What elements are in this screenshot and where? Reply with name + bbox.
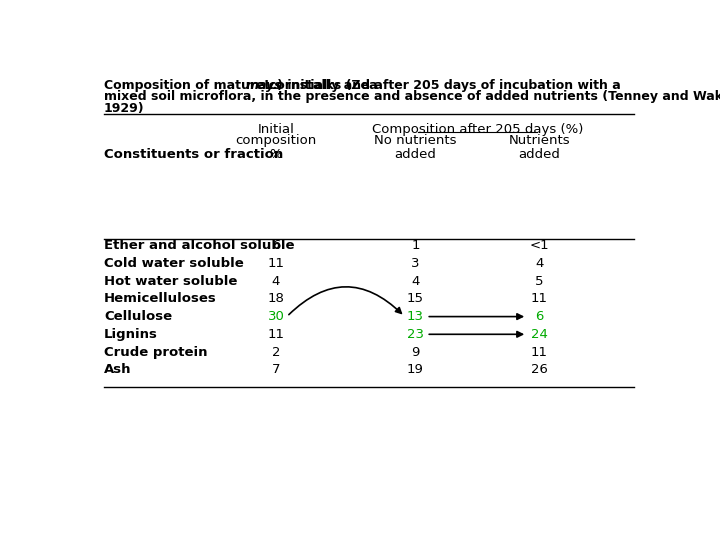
- Text: Composition after 205 days (%): Composition after 205 days (%): [372, 123, 583, 136]
- Text: 1929): 1929): [104, 102, 145, 115]
- Text: 11: 11: [531, 346, 548, 359]
- Text: Cellulose: Cellulose: [104, 310, 172, 323]
- Text: composition: composition: [235, 134, 317, 147]
- Text: Ash: Ash: [104, 363, 132, 376]
- Text: 24: 24: [531, 328, 548, 341]
- Text: 18: 18: [268, 292, 284, 306]
- Text: 13: 13: [407, 310, 424, 323]
- Text: 7: 7: [271, 363, 280, 376]
- Text: 4: 4: [272, 275, 280, 288]
- Text: 11: 11: [531, 292, 548, 306]
- Text: added: added: [395, 148, 436, 161]
- Text: 26: 26: [531, 363, 548, 376]
- Text: 23: 23: [407, 328, 424, 341]
- Text: added: added: [518, 148, 560, 161]
- Text: Lignins: Lignins: [104, 328, 158, 341]
- Text: Hemicelluloses: Hemicelluloses: [104, 292, 217, 306]
- Text: Initial: Initial: [258, 123, 294, 136]
- Text: 3: 3: [411, 257, 420, 270]
- Text: 5: 5: [535, 275, 544, 288]
- Text: Nutrients: Nutrients: [509, 134, 570, 147]
- Text: Ether and alcohol soluble: Ether and alcohol soluble: [104, 239, 294, 252]
- Text: mixed soil microflora, in the presence and absence of added nutrients (Tenney an: mixed soil microflora, in the presence a…: [104, 90, 720, 103]
- Text: 1: 1: [411, 239, 420, 252]
- Text: No nutrients: No nutrients: [374, 134, 456, 147]
- Text: mays: mays: [246, 79, 282, 92]
- Text: 11: 11: [268, 257, 284, 270]
- Text: <1: <1: [530, 239, 549, 252]
- Text: 11: 11: [268, 328, 284, 341]
- Text: 15: 15: [407, 292, 424, 306]
- Text: L.) initially and after 205 days of incubation with a: L.) initially and after 205 days of incu…: [260, 79, 621, 92]
- Text: Constituents or fraction: Constituents or fraction: [104, 148, 283, 161]
- Text: 2: 2: [271, 346, 280, 359]
- Text: Crude protein: Crude protein: [104, 346, 207, 359]
- Text: %: %: [270, 148, 282, 161]
- Text: 30: 30: [268, 310, 284, 323]
- Text: 19: 19: [407, 363, 424, 376]
- Text: Hot water soluble: Hot water soluble: [104, 275, 238, 288]
- Text: 6: 6: [535, 310, 544, 323]
- Text: 4: 4: [535, 257, 544, 270]
- Text: 4: 4: [411, 275, 420, 288]
- Text: 6: 6: [272, 239, 280, 252]
- Text: 9: 9: [411, 346, 420, 359]
- Text: Composition of mature cornstalks (Zea: Composition of mature cornstalks (Zea: [104, 79, 382, 92]
- Text: Cold water soluble: Cold water soluble: [104, 257, 243, 270]
